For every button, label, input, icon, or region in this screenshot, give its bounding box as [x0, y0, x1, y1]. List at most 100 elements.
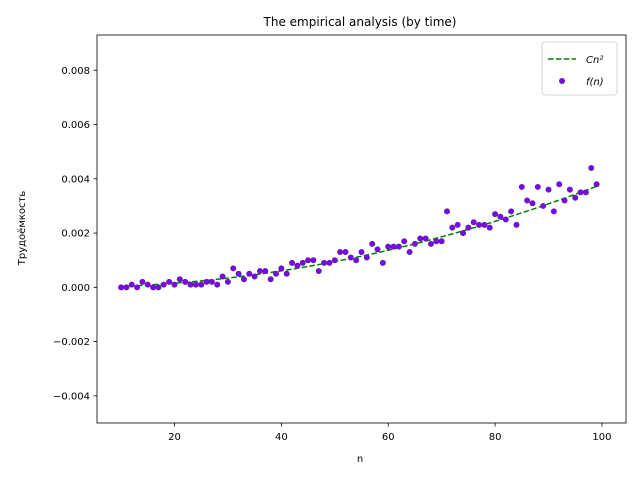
y-tick-label-4: 0.004: [61, 174, 90, 185]
data-point-30: [273, 270, 280, 277]
x-tick-label-100: 100: [592, 432, 611, 443]
data-point-45: [353, 257, 360, 264]
data-point-42: [337, 249, 344, 256]
axes: 20 40 60 80 100 −0.004 −0.002 0.000 0.002 0.004 0.…: [53, 34, 627, 443]
y-tick-label-2: 0.000: [61, 283, 90, 294]
data-point-18: [208, 278, 215, 285]
data-point-3: [128, 281, 135, 288]
data-point-62: [443, 208, 450, 215]
data-point-71: [492, 211, 499, 218]
y-tick-label-0: −0.004: [53, 391, 90, 402]
data-point-10: [166, 278, 173, 285]
data-point-2: [123, 284, 130, 291]
data-point-73: [502, 216, 509, 223]
data-point-27: [256, 268, 263, 275]
data-point-70: [486, 224, 493, 231]
data-point-21: [224, 278, 231, 285]
data-point-36: [305, 257, 312, 264]
data-point-34: [294, 262, 301, 269]
data-point-61: [438, 238, 445, 245]
data-point-28: [262, 268, 269, 275]
data-point-68: [476, 221, 483, 228]
data-point-23: [235, 270, 242, 277]
y-tick-label-3: 0.002: [61, 229, 90, 240]
legend-marker-swatch: [559, 78, 566, 85]
data-point-1: [118, 284, 125, 291]
data-point-50: [379, 259, 386, 266]
data-point-84: [561, 197, 568, 204]
data-point-32: [283, 270, 290, 277]
data-point-41: [331, 257, 338, 264]
data-point-47: [363, 254, 370, 261]
legend-label-fit: Cn²: [586, 55, 603, 66]
data-point-8: [155, 284, 162, 291]
data-point-13: [182, 278, 189, 285]
data-point-90: [593, 181, 600, 188]
data-point-56: [411, 240, 418, 247]
legend-label-data: f(n): [586, 77, 604, 88]
chart-title: The empirical analysis (by time): [263, 15, 457, 29]
data-point-7: [150, 284, 157, 291]
x-axis-label: n: [357, 454, 363, 465]
data-point-87: [577, 189, 584, 196]
data-point-65: [460, 230, 467, 237]
legend: Cn² f(n): [541, 41, 618, 96]
fit-curve-line: [121, 185, 597, 288]
y-tick-label-6: 0.008: [61, 66, 90, 77]
data-point-53: [395, 243, 402, 250]
data-point-74: [508, 208, 515, 215]
data-point-77: [524, 197, 531, 204]
x-tick-label-20: 20: [168, 432, 181, 443]
data-point-33: [289, 259, 296, 266]
data-point-29: [267, 276, 274, 283]
data-point-4: [134, 284, 141, 291]
data-point-51: [385, 243, 392, 250]
data-point-67: [470, 219, 477, 226]
data-point-82: [550, 208, 557, 215]
data-point-72: [497, 213, 504, 220]
data-point-57: [417, 235, 424, 242]
data-point-89: [588, 164, 595, 171]
data-point-54: [401, 238, 408, 245]
data-point-20: [219, 273, 226, 280]
data-point-79: [534, 183, 541, 190]
data-point-35: [299, 259, 306, 266]
data-point-86: [572, 194, 579, 201]
data-point-66: [465, 224, 472, 231]
data-point-76: [518, 183, 525, 190]
data-point-43: [342, 249, 349, 256]
data-point-39: [321, 259, 328, 266]
data-point-12: [176, 276, 183, 283]
data-point-52: [390, 243, 397, 250]
data-point-25: [246, 270, 253, 277]
data-point-22: [230, 265, 237, 272]
axes-frame: [96, 34, 627, 424]
x-tick-label-80: 80: [489, 432, 502, 443]
x-tick-label-60: 60: [382, 432, 395, 443]
data-point-15: [192, 281, 199, 288]
legend-box: [541, 41, 618, 96]
data-point-55: [406, 249, 413, 256]
data-point-60: [433, 238, 440, 245]
y-axis-label: Трудоёмкость: [17, 191, 28, 267]
data-point-83: [556, 181, 563, 188]
data-point-59: [427, 240, 434, 247]
data-point-69: [481, 221, 488, 228]
data-point-38: [315, 268, 322, 275]
data-point-31: [278, 265, 285, 272]
data-point-17: [203, 278, 210, 285]
data-point-5: [139, 278, 146, 285]
data-point-78: [529, 200, 536, 207]
data-point-11: [171, 281, 178, 288]
data-point-64: [454, 221, 461, 228]
data-point-46: [358, 249, 365, 256]
data-point-6: [144, 281, 151, 288]
data-point-75: [513, 221, 520, 228]
data-point-40: [326, 259, 333, 266]
data-point-63: [449, 224, 456, 231]
data-point-85: [566, 186, 573, 193]
data-point-49: [374, 246, 381, 253]
data-point-37: [310, 257, 317, 264]
